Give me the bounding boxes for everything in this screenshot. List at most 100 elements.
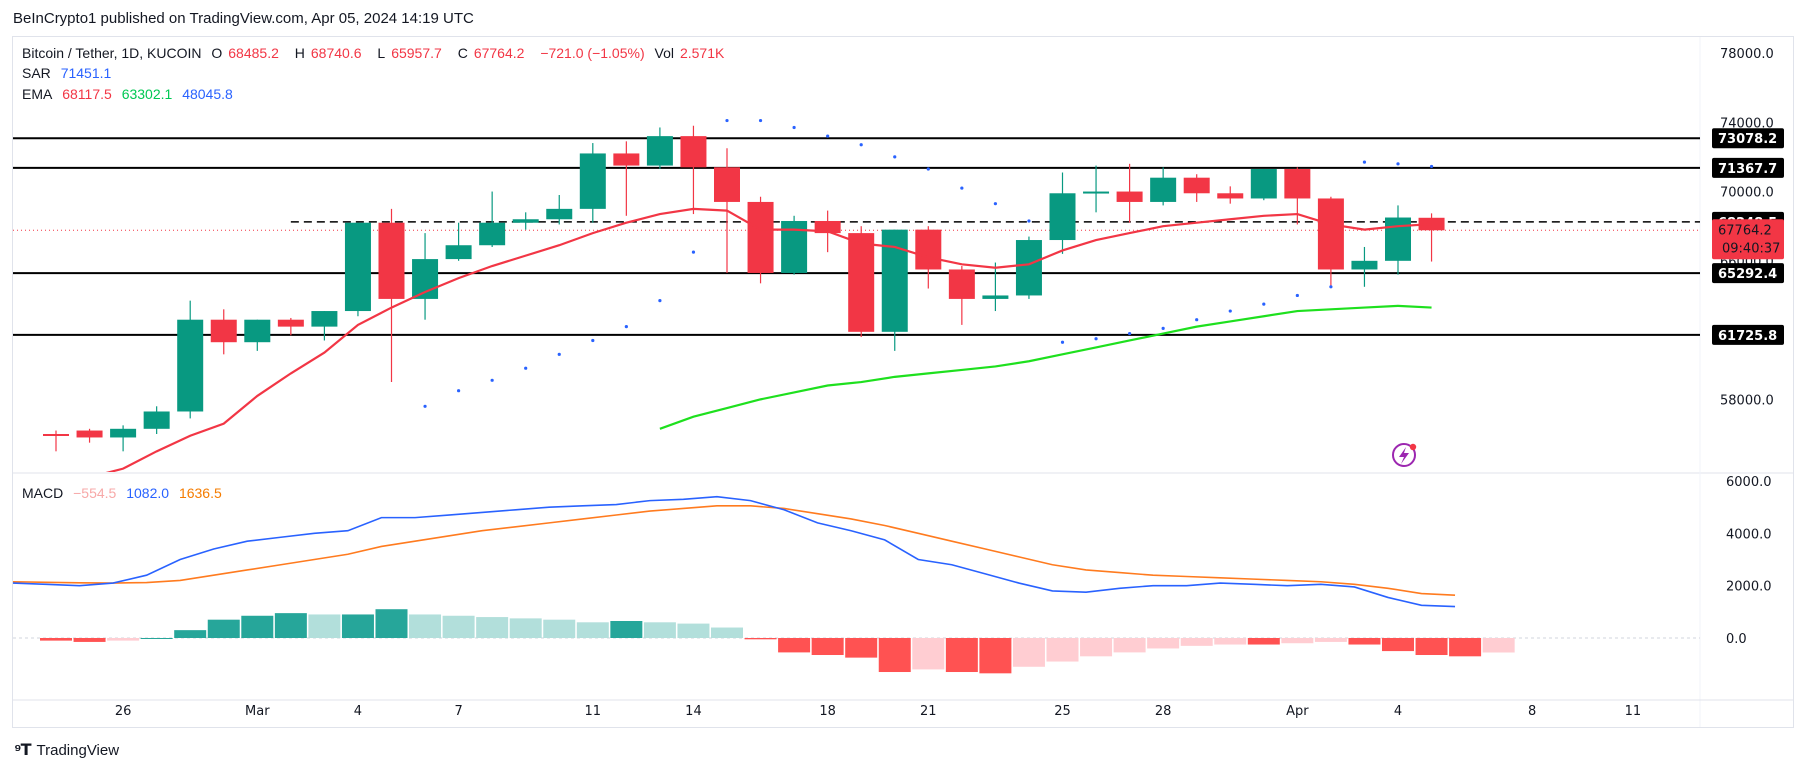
lightning-ring xyxy=(1392,443,1416,467)
macd-hist-bar xyxy=(1247,638,1280,645)
countdown-label: 09:40:37 xyxy=(1722,241,1780,256)
time-tick-7: 21 xyxy=(920,704,937,719)
candle-body xyxy=(344,222,371,312)
candle-body xyxy=(512,219,539,223)
macd-tick-1: 2000.0 xyxy=(1726,580,1772,595)
macd-hist-bar xyxy=(1046,638,1079,662)
sar-dot xyxy=(1262,302,1266,306)
macd-hist-bar xyxy=(1147,638,1180,649)
sar-dot xyxy=(926,167,930,171)
time-tick-4: 11 xyxy=(585,704,602,719)
footer: ⁹𝗧 TradingView xyxy=(14,740,119,760)
candle-body xyxy=(848,233,875,332)
time-tick-12: 8 xyxy=(1528,704,1536,719)
sar-dot xyxy=(1396,162,1400,166)
macd-hist-bar xyxy=(1214,638,1247,645)
candle-body xyxy=(1083,191,1110,194)
chart-frame xyxy=(12,36,1794,728)
ema-value-3: 48045.8 xyxy=(182,86,233,102)
ohlc-change: −721.0 (−1.05%) xyxy=(540,45,645,61)
sar-dot xyxy=(1161,326,1165,330)
sar-dot xyxy=(624,325,628,329)
candle-body xyxy=(1250,169,1277,199)
candle-body xyxy=(1284,169,1311,199)
tradingview-logo-icon[interactable]: ⁹𝗧 xyxy=(14,742,31,759)
ohlc-close: C 67764.2 xyxy=(457,45,525,61)
candle-body xyxy=(613,153,640,166)
macd-hist-bar xyxy=(610,620,643,638)
macd-hist-bar xyxy=(643,622,676,638)
candle-body xyxy=(714,167,740,202)
macd-hist-bar xyxy=(442,615,475,638)
candle-body xyxy=(982,295,1009,299)
sar-dot xyxy=(1027,219,1031,223)
macd-hist-bar xyxy=(1180,638,1213,646)
level-label-box-0 xyxy=(1712,128,1784,149)
candle-body xyxy=(210,319,237,343)
symbol-title[interactable]: Bitcoin / Tether, 1D, KUCOIN xyxy=(22,45,202,61)
time-tick-9: 28 xyxy=(1155,704,1172,719)
macd-hist-bar xyxy=(73,638,106,642)
macd-hist-bar xyxy=(1415,638,1448,656)
macd-hist-bar xyxy=(341,614,374,638)
candle-body xyxy=(915,229,942,270)
ema-label: EMA xyxy=(22,86,53,102)
sar-dot xyxy=(826,134,830,138)
candle-body xyxy=(378,222,405,299)
candle-body xyxy=(1385,217,1411,261)
candle-body xyxy=(43,434,69,436)
sar-dot xyxy=(557,352,561,356)
sar-dot xyxy=(792,125,796,130)
sar-dot xyxy=(691,250,696,254)
macd-hist-bar xyxy=(878,638,911,673)
sar-dot xyxy=(524,366,528,370)
macd-hist-bar xyxy=(174,630,207,638)
macd-signal-line xyxy=(13,505,1456,596)
ema-value-2: 63302.1 xyxy=(121,86,173,102)
sar-dot xyxy=(1195,318,1199,322)
level-label-box-4 xyxy=(1712,324,1784,345)
macd-hist-bar xyxy=(1080,638,1113,657)
sar-dot xyxy=(457,389,461,393)
candle-body xyxy=(277,319,304,327)
sar-legend[interactable]: SAR 71451.1 xyxy=(22,65,117,81)
macd-hist-bar xyxy=(1281,638,1314,644)
candle-body xyxy=(1317,198,1344,270)
macd-hist-bar xyxy=(1482,638,1515,653)
price-tick-5: 78000.0 xyxy=(1720,47,1774,62)
macd-hist-bar xyxy=(711,627,743,638)
sar-dot xyxy=(1362,160,1367,164)
time-tick-8: 25 xyxy=(1054,704,1071,719)
tradingview-brand[interactable]: TradingView xyxy=(36,741,120,759)
lightning-dot xyxy=(1409,443,1417,451)
time-tick-10: Apr xyxy=(1286,704,1309,719)
macd-legend[interactable]: MACD −554.5 1082.0 1636.5 xyxy=(22,485,228,501)
macd-hist-bar xyxy=(912,638,945,670)
macd-tick-2: 4000.0 xyxy=(1726,527,1772,542)
candle-body xyxy=(1116,191,1143,202)
candle-body xyxy=(1150,177,1177,202)
macd-line-value: 1082.0 xyxy=(126,485,170,501)
ema-fast-line xyxy=(105,207,1432,472)
level-label-box-1 xyxy=(1712,157,1784,178)
candle-body xyxy=(1183,177,1210,194)
macd-hist-bar xyxy=(476,617,509,638)
ema-legend[interactable]: EMA 68117.5 63302.1 48045.8 xyxy=(22,86,239,102)
price-tick-4: 74000.0 xyxy=(1720,116,1774,131)
macd-tick-0: 0.0 xyxy=(1726,632,1747,647)
price-tick-3: 70000.0 xyxy=(1720,186,1774,201)
macd-line xyxy=(13,495,1456,608)
level-label-4: 61725.8 xyxy=(1718,329,1777,344)
macd-hist-bar xyxy=(979,638,1012,674)
macd-hist-bar xyxy=(576,622,609,638)
sar-dot xyxy=(1094,337,1098,341)
candle-body xyxy=(948,269,975,299)
time-tick-11: 4 xyxy=(1394,704,1402,719)
candle-body xyxy=(1217,193,1244,199)
macd-hist-bar xyxy=(509,618,542,638)
sar-dot xyxy=(893,155,897,159)
candle-body xyxy=(76,430,103,438)
candle-body xyxy=(143,411,170,429)
macd-hist-bar xyxy=(1314,638,1347,642)
